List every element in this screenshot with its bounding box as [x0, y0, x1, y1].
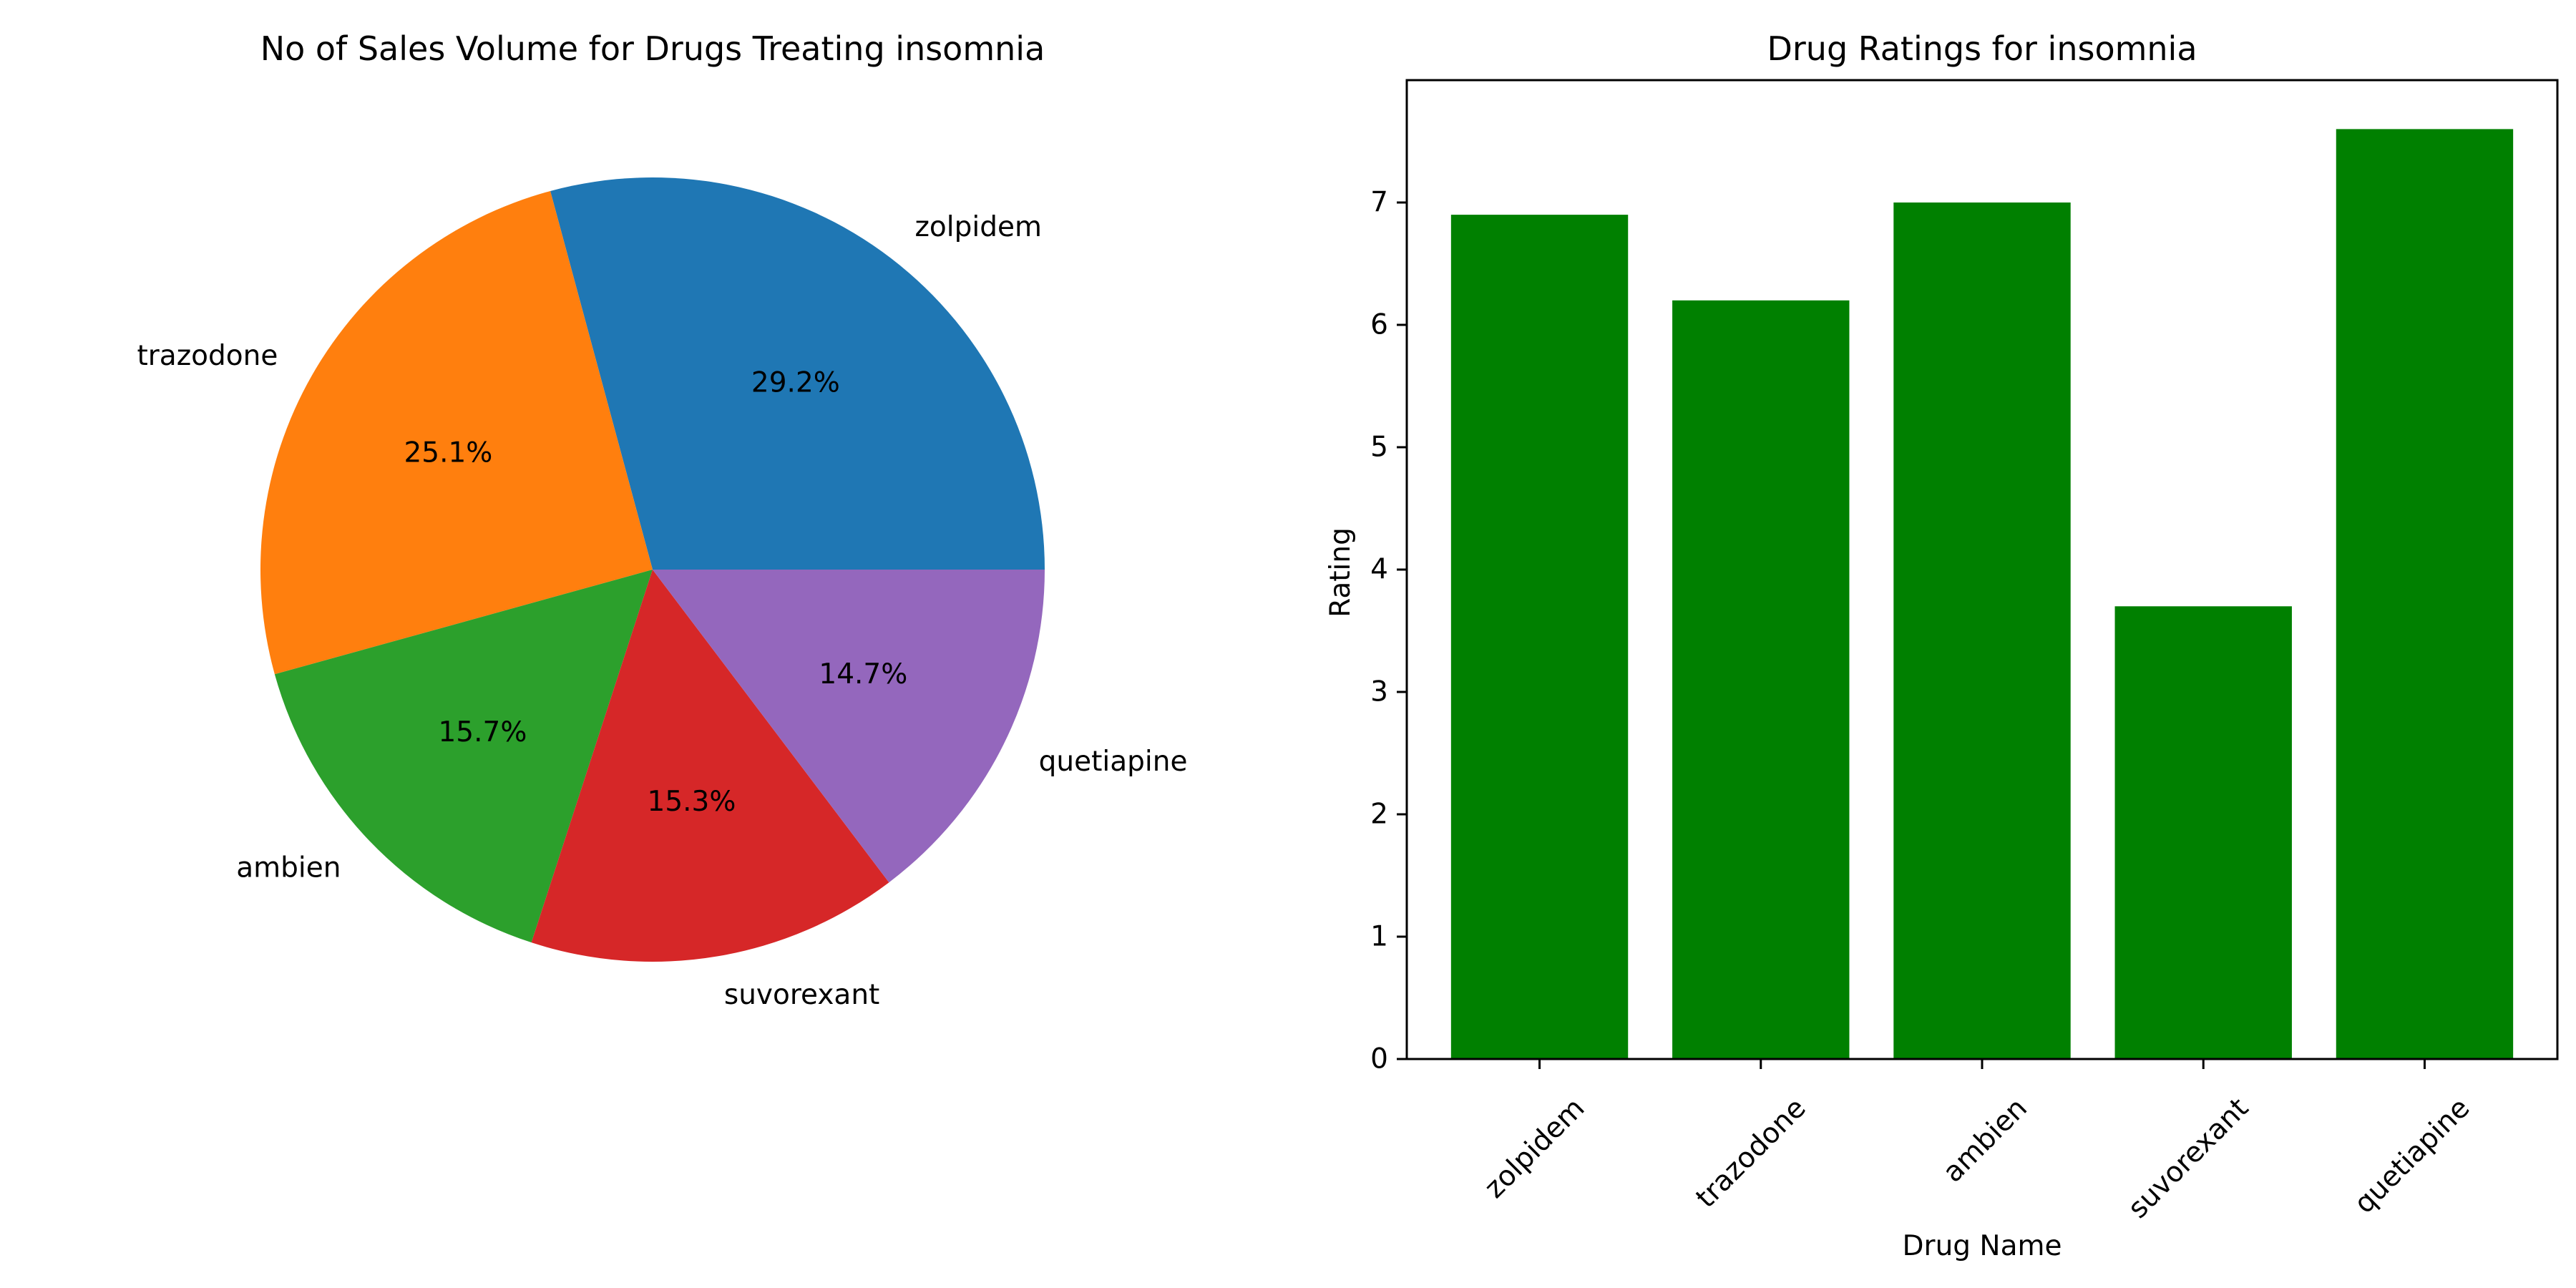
x-axis-label: Drug Name [1903, 1230, 2062, 1262]
pie-label-quetiapine: quetiapine [1039, 746, 1188, 778]
pie-percent-ambien: 15.7% [438, 716, 527, 748]
pie-slice-suvorexant [531, 570, 889, 962]
pie-label-suvorexant: suvorexant [724, 979, 879, 1011]
y-tick-label-1: 1 [1370, 921, 1388, 953]
bars [1450, 129, 2514, 1060]
y-tick-label-0: 0 [1370, 1043, 1388, 1075]
bar-quetiapine [2336, 129, 2514, 1059]
y-tick-label-6: 6 [1370, 309, 1388, 341]
y-tick-label-5: 5 [1370, 431, 1388, 464]
y-tick-label-7: 7 [1370, 187, 1388, 219]
bar-ambien [1893, 203, 2071, 1059]
pie-label-zolpidem: zolpidem [914, 211, 1042, 243]
bar-suvorexant [2114, 606, 2292, 1059]
y-tick-label-2: 2 [1370, 799, 1388, 831]
pie-slice-ambien [274, 570, 653, 943]
pie-label-trazodone: trazodone [137, 340, 278, 372]
pie-percent-suvorexant: 15.3% [648, 786, 736, 818]
y-axis-label: Rating [1324, 527, 1357, 618]
y-tick-label-4: 4 [1370, 554, 1388, 586]
bar-trazodone [1672, 300, 1850, 1059]
bar-chart-title: Drug Ratings for insomnia [1767, 29, 2197, 68]
pie-percent-zolpidem: 29.2% [751, 366, 840, 399]
pie-labels: zolpidem 29.2% trazodone 25.1% ambien 15.7% su… [137, 211, 1187, 1011]
y-tick-label-3: 3 [1370, 676, 1388, 708]
pie-slice-zolpidem [550, 177, 1045, 570]
pie-slice-quetiapine [653, 570, 1045, 883]
y-axis: 0 1 2 3 4 5 6 7 [1370, 187, 1407, 1075]
pie-percent-trazodone: 25.1% [404, 437, 492, 469]
pie-label-ambien: ambien [236, 852, 341, 884]
pie-chart-title: No of Sales Volume for Drugs Treating in… [260, 29, 1045, 68]
pie-percent-quetiapine: 14.7% [819, 658, 907, 691]
pie-slice-trazodone [260, 190, 653, 675]
pie-slices [260, 177, 1045, 962]
pie-chart: No of Sales Volume for Drugs Treating in… [137, 29, 1187, 1011]
bar-zolpidem [1450, 215, 1629, 1060]
